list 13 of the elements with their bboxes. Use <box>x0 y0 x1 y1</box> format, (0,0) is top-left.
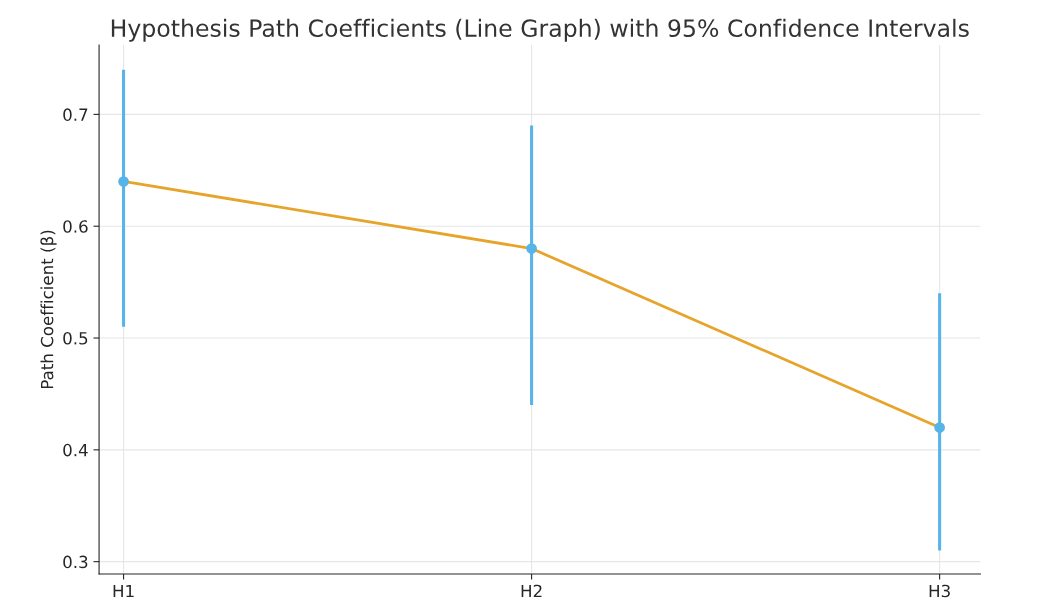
y-tick-label: 0.7 <box>63 108 88 121</box>
point <box>934 422 945 433</box>
x-tick-label: H1 <box>113 584 134 598</box>
x-tick-label: H2 <box>521 584 542 598</box>
chart-title: Hypothesis Path Coefficients (Line Graph) with 95% Confidence Intervals <box>111 18 969 42</box>
y-tick-label: 0.6 <box>63 220 88 233</box>
y-axis-title: Path Coefficient (β) <box>40 230 57 389</box>
y-tick-label: 0.3 <box>63 555 88 569</box>
point <box>526 243 537 254</box>
point <box>118 176 129 187</box>
y-tick-label: 0.4 <box>63 443 88 457</box>
x-tick-label: H3 <box>929 584 950 598</box>
y-tick-label: 0.5 <box>63 331 88 345</box>
